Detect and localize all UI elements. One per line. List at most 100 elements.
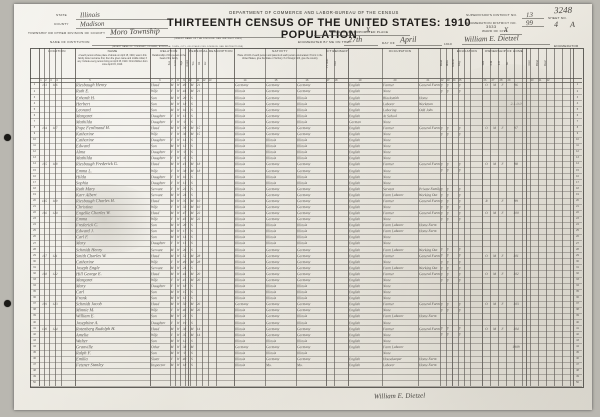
line-number-left: 49	[33, 375, 36, 379]
line-number-left: 36	[33, 296, 36, 300]
education-check: y	[459, 131, 461, 136]
enumerated-month-label: day of	[382, 41, 395, 45]
column-header-title: Ownership of home	[484, 49, 524, 53]
line-number-right: 29	[576, 253, 579, 257]
row-rule	[30, 258, 582, 260]
line-number-left: 21	[33, 205, 36, 209]
education-check: y	[459, 192, 461, 197]
education-check: y	[447, 265, 449, 270]
column-number: 24	[452, 78, 456, 82]
row-rule	[30, 252, 582, 254]
column-rule	[348, 48, 349, 386]
column-rule	[296, 48, 297, 386]
line-number-left: 22	[33, 211, 36, 215]
column-header-title: Relation	[160, 49, 178, 53]
education-check: y	[441, 89, 443, 94]
row-rule	[30, 264, 582, 266]
line-number-left: 16	[33, 174, 36, 178]
column-rule	[546, 48, 547, 386]
line-number-right: 13	[576, 156, 579, 160]
line-number-left: 42	[33, 332, 36, 336]
education-check: y	[447, 326, 449, 331]
line-number-right: 25	[576, 229, 579, 233]
column-number: 16	[305, 78, 309, 82]
line-number-right: 16	[576, 174, 579, 178]
education-check: y	[459, 216, 461, 221]
row-rule	[30, 246, 582, 248]
education-check: y	[441, 253, 443, 258]
line-number-right: 45	[576, 350, 579, 354]
line-number-right: 23	[576, 217, 579, 221]
row-rule	[30, 386, 582, 387]
education-check: y	[447, 83, 449, 88]
column-header-title: Location	[48, 49, 66, 53]
line-number-left: 23	[33, 217, 36, 221]
column-number: 14	[243, 78, 247, 82]
row-rule	[30, 209, 582, 211]
line-number-right: 19	[576, 192, 579, 196]
enumerator-label: Enumerator	[554, 44, 579, 48]
column-number: 13	[208, 78, 212, 82]
row-rule	[30, 331, 582, 333]
column-number: 10	[188, 78, 192, 82]
line-number-left: 38	[33, 308, 36, 312]
line-number-left: 2	[33, 89, 36, 93]
column-rule	[188, 48, 189, 386]
column-rule	[55, 48, 56, 386]
column-rule	[482, 48, 483, 386]
column-header-body: Place of birth of each person and parent…	[237, 55, 323, 60]
line-number-left: 35	[33, 290, 36, 294]
line-number-right: 33	[576, 278, 579, 281]
education-check: y	[459, 162, 461, 167]
line-number-left: 24	[33, 223, 36, 227]
column-rule	[326, 48, 327, 386]
education-check: y	[447, 259, 449, 264]
education-check: y	[441, 302, 443, 307]
row-rule	[30, 379, 582, 381]
line-number-right: 4	[576, 101, 579, 105]
education-check: y	[447, 308, 449, 313]
education-check: y	[441, 216, 443, 221]
column-number: 8	[177, 78, 179, 82]
row-rule	[30, 234, 582, 235]
row-rule	[30, 313, 582, 315]
column-number: 3	[50, 78, 52, 82]
institution-label: Name of institution	[50, 40, 90, 44]
ward-label: Ward of incorporated place	[330, 30, 389, 34]
line-number-right: 39	[576, 314, 579, 318]
column-header-personal: Personal Description	[188, 48, 234, 78]
line-number-left: 41	[33, 326, 36, 330]
line-number-left: 25	[33, 229, 36, 233]
education-check: y	[441, 125, 443, 130]
column-rule	[514, 48, 515, 386]
line-number-left: 4	[33, 101, 36, 105]
column-rule	[554, 48, 555, 386]
education-check: y	[447, 131, 449, 136]
line-number-right: 50	[576, 381, 579, 385]
row-rule	[30, 240, 582, 242]
education-check: y	[459, 247, 461, 252]
line-number-left: 26	[33, 235, 36, 239]
row-rule	[30, 361, 582, 363]
line-number-left: 12	[33, 150, 36, 154]
line-number-left: 39	[33, 314, 36, 318]
column-rule	[190, 48, 191, 386]
enumerated-month: April	[399, 34, 417, 45]
education-check: y	[441, 131, 443, 136]
education-check: y	[441, 247, 443, 252]
column-number: 23	[446, 78, 450, 82]
column-number: 17	[326, 78, 330, 82]
row-rule	[30, 282, 582, 284]
column-header-ownership: Ownership of home	[482, 48, 526, 78]
ward-city-label: Ward of city	[482, 29, 508, 33]
census-form-paper: DEPARTMENT OF COMMERCE AND LABOR-BUREAU …	[4, 4, 592, 410]
column-rule	[458, 48, 459, 386]
state-value: Illinois	[79, 10, 100, 20]
education-check: y	[447, 192, 449, 197]
row-rule	[30, 94, 582, 96]
line-number-right: 6	[576, 113, 579, 117]
line-number-right: 11	[576, 144, 579, 148]
row-rule	[30, 367, 582, 369]
education-check: y	[459, 308, 461, 313]
line-number-right: 36	[576, 296, 579, 300]
